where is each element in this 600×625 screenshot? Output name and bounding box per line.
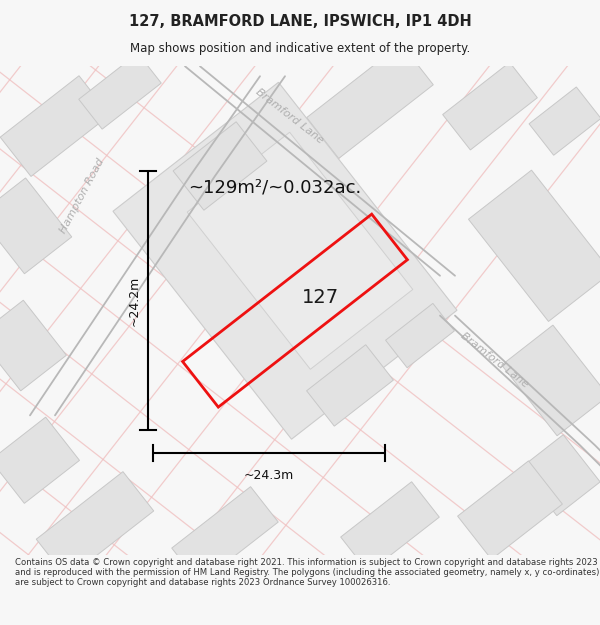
Polygon shape xyxy=(0,178,72,274)
Text: Hampton Road: Hampton Road xyxy=(58,157,106,235)
Text: Bramford Lane: Bramford Lane xyxy=(254,87,326,146)
Polygon shape xyxy=(79,53,161,129)
Polygon shape xyxy=(386,303,454,368)
Text: 127, BRAMFORD LANE, IPSWICH, IP1 4DH: 127, BRAMFORD LANE, IPSWICH, IP1 4DH xyxy=(128,14,472,29)
Polygon shape xyxy=(0,417,80,503)
Polygon shape xyxy=(173,122,267,210)
Polygon shape xyxy=(520,435,600,516)
Polygon shape xyxy=(187,132,413,369)
Polygon shape xyxy=(443,62,538,150)
Polygon shape xyxy=(529,87,600,155)
Text: Bramford Lane: Bramford Lane xyxy=(459,331,531,390)
Text: ~24.2m: ~24.2m xyxy=(128,276,140,326)
Polygon shape xyxy=(36,472,154,579)
Polygon shape xyxy=(307,345,394,426)
Polygon shape xyxy=(113,82,457,439)
Polygon shape xyxy=(458,461,562,559)
Text: Contains OS data © Crown copyright and database right 2021. This information is : Contains OS data © Crown copyright and d… xyxy=(15,558,599,588)
Text: ~129m²/~0.032ac.: ~129m²/~0.032ac. xyxy=(188,179,361,197)
Polygon shape xyxy=(0,76,110,176)
Polygon shape xyxy=(341,482,439,572)
Polygon shape xyxy=(307,44,433,159)
Polygon shape xyxy=(0,300,67,391)
Polygon shape xyxy=(502,325,600,436)
Polygon shape xyxy=(469,170,600,321)
Text: Map shows position and indicative extent of the property.: Map shows position and indicative extent… xyxy=(130,42,470,55)
Polygon shape xyxy=(172,487,278,584)
Text: ~24.3m: ~24.3m xyxy=(244,469,294,482)
Text: 127: 127 xyxy=(301,288,338,307)
